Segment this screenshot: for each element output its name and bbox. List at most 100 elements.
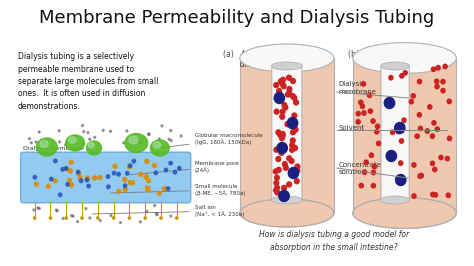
Circle shape [68,169,72,173]
Circle shape [419,126,422,131]
Circle shape [417,113,421,117]
Circle shape [280,133,285,138]
Circle shape [276,167,281,172]
Circle shape [97,217,99,219]
Circle shape [128,164,132,168]
Circle shape [170,140,172,142]
Circle shape [287,75,292,80]
Circle shape [68,178,72,182]
Circle shape [359,100,363,105]
Text: (a)   At start of
       dialysis: (a) At start of dialysis [223,50,279,69]
Text: Dialysis tubing is a selectively
permeable membrane used to
separate large molec: Dialysis tubing is a selectively permeab… [18,52,158,111]
Circle shape [274,180,279,185]
Circle shape [109,130,111,132]
Circle shape [56,210,58,212]
Circle shape [87,184,91,188]
Circle shape [274,93,284,103]
Circle shape [291,130,295,135]
Circle shape [61,168,64,171]
Circle shape [58,130,60,132]
Circle shape [428,105,432,109]
Circle shape [281,77,285,82]
Circle shape [123,142,125,144]
Circle shape [395,123,405,134]
Circle shape [273,169,278,174]
Text: Dialysis membrane: Dialysis membrane [23,146,84,151]
Circle shape [82,143,84,145]
Text: Small molecule
(β-ME, ~5Å, 780a): Small molecule (β-ME, ~5Å, 780a) [111,184,245,196]
FancyBboxPatch shape [272,67,302,199]
Circle shape [28,138,30,140]
Circle shape [447,99,451,103]
Circle shape [443,64,447,69]
Ellipse shape [125,134,147,152]
Circle shape [37,207,39,209]
Circle shape [42,146,44,147]
Circle shape [278,79,283,84]
Circle shape [285,92,290,97]
Circle shape [280,81,285,86]
Circle shape [368,109,373,113]
Circle shape [145,175,148,179]
Circle shape [54,159,57,163]
Circle shape [282,84,286,89]
Ellipse shape [86,141,101,155]
Circle shape [287,90,292,95]
Circle shape [62,217,64,219]
Circle shape [123,184,127,188]
Circle shape [418,79,421,84]
Circle shape [367,93,372,97]
Circle shape [364,160,368,164]
Ellipse shape [240,44,334,72]
Circle shape [275,93,280,98]
Circle shape [78,176,82,180]
Circle shape [409,99,413,104]
Circle shape [435,79,439,84]
Circle shape [146,188,150,192]
Circle shape [35,141,37,143]
Circle shape [275,190,280,195]
Circle shape [65,167,69,171]
Circle shape [131,181,135,185]
Polygon shape [353,58,456,213]
Circle shape [386,151,397,161]
Circle shape [132,159,136,163]
Circle shape [166,187,170,190]
Circle shape [93,176,97,180]
Ellipse shape [153,142,161,148]
Circle shape [30,142,32,144]
Circle shape [112,217,115,219]
Circle shape [148,134,150,135]
Circle shape [399,161,403,165]
Circle shape [289,123,293,128]
Circle shape [69,160,73,164]
Circle shape [361,82,365,86]
Circle shape [369,153,374,157]
Circle shape [294,100,299,105]
Circle shape [287,118,298,128]
Text: Solvent: Solvent [338,125,365,131]
Circle shape [295,168,300,173]
Circle shape [418,174,422,178]
Circle shape [59,141,61,143]
Circle shape [126,130,128,132]
Ellipse shape [381,62,410,70]
Circle shape [107,185,110,189]
Circle shape [430,161,435,166]
Circle shape [34,217,36,219]
Circle shape [170,215,172,217]
Ellipse shape [150,140,169,156]
Circle shape [123,187,127,191]
Circle shape [153,164,156,168]
Circle shape [89,217,91,219]
Circle shape [389,76,393,80]
Circle shape [289,159,294,163]
Circle shape [117,189,121,193]
Circle shape [110,214,112,217]
Circle shape [415,134,419,138]
Circle shape [292,113,297,118]
Text: Concentrated
solution: Concentrated solution [338,162,386,176]
Circle shape [292,95,297,100]
Circle shape [77,221,79,223]
Circle shape [155,213,157,215]
